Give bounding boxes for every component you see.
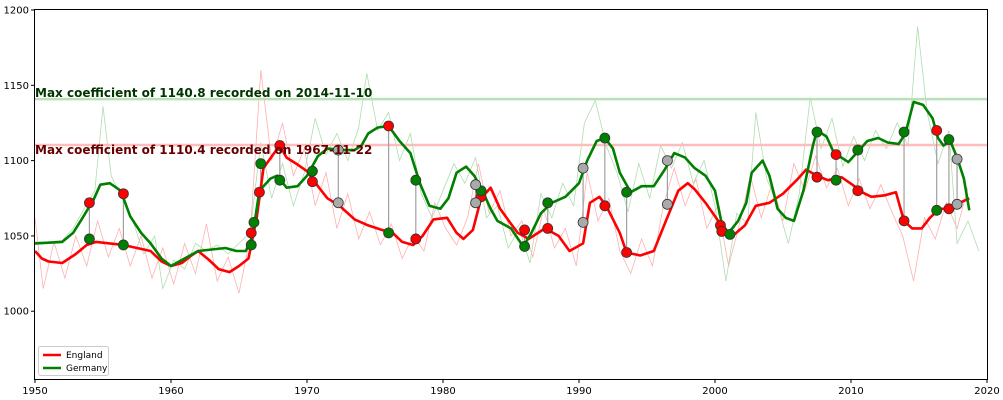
event-marker <box>383 227 395 239</box>
event-marker <box>84 197 95 209</box>
event-marker <box>519 224 530 236</box>
noisy-series-layer <box>34 26 980 294</box>
event-marker <box>577 162 589 174</box>
event-marker <box>852 144 864 156</box>
event-marker <box>255 158 267 170</box>
x-tick-label: 1970 <box>294 386 319 397</box>
event-marker <box>307 165 318 177</box>
x-tick-label: 2000 <box>702 386 727 397</box>
event-marker <box>245 239 257 251</box>
event-marker <box>599 132 611 144</box>
axes: 1950 1960 1970 1980 1990 2000 2010 2020 1000 1050… <box>4 6 1000 398</box>
legend: England Germany <box>38 346 109 376</box>
x-tick-label: 1950 <box>22 386 47 397</box>
raw-series-line-0 <box>34 70 969 294</box>
event-marker <box>332 144 344 156</box>
event-marker <box>542 197 554 209</box>
event-marker <box>245 227 257 239</box>
event-marker <box>542 222 554 234</box>
event-marker <box>519 241 530 252</box>
event-marker <box>662 155 673 167</box>
event-marker <box>951 198 963 210</box>
y-tick-label: 1150 <box>4 81 29 92</box>
event-marker <box>470 197 482 209</box>
event-marker <box>599 200 611 212</box>
x-tick-label: 1960 <box>158 386 183 397</box>
event-marker <box>898 215 910 227</box>
event-marker <box>332 197 344 209</box>
y-tick-label: 1000 <box>4 307 29 318</box>
event-marker <box>898 126 910 138</box>
event-marker <box>943 134 955 145</box>
legend-label-germany: Germany <box>66 364 108 374</box>
event-marker <box>274 140 286 151</box>
annotation-england-max: Max coefficient of 1110.4 recorded on 19… <box>35 143 372 157</box>
event-marker <box>830 149 842 160</box>
event-marker <box>811 171 823 183</box>
event-marker <box>830 174 842 186</box>
x-tick-label: 1980 <box>430 386 455 397</box>
plot-frame <box>34 9 988 380</box>
event-marker <box>931 125 943 136</box>
event-marker <box>248 216 260 228</box>
event-markers <box>84 120 963 258</box>
max-reference-lines <box>35 97 987 147</box>
event-marker <box>811 126 823 138</box>
y-tick-label: 1200 <box>4 6 29 17</box>
x-tick-label: 2020 <box>974 386 999 397</box>
annotation-germany-max: Max coefficient of 1140.8 recorded on 20… <box>35 86 372 100</box>
event-marker <box>253 186 265 198</box>
event-marker <box>931 204 943 216</box>
event-marker <box>410 233 422 245</box>
x-tick-label: 1990 <box>566 386 591 397</box>
event-marker <box>383 120 395 132</box>
event-marker <box>410 174 422 186</box>
max-annotations: Max coefficient of 1140.8 recorded on 20… <box>35 86 372 157</box>
raw-series-line-1 <box>35 26 980 291</box>
event-marker <box>724 229 736 240</box>
event-marker <box>577 216 589 228</box>
x-tick-label: 2010 <box>838 386 863 397</box>
event-marker <box>274 174 286 186</box>
event-marker <box>951 153 963 165</box>
event-marker <box>621 186 632 198</box>
event-marker <box>662 198 673 210</box>
event-marker <box>118 239 129 251</box>
event-marker <box>470 179 482 191</box>
y-tick-label: 1100 <box>4 156 29 167</box>
event-marker <box>84 233 95 245</box>
event-marker <box>621 247 632 258</box>
event-marker <box>118 188 129 200</box>
event-marker <box>307 176 318 188</box>
series-line-england <box>34 144 970 274</box>
legend-label-england: England <box>66 351 103 361</box>
y-tick-label: 1050 <box>4 231 29 242</box>
event-marker <box>852 185 864 197</box>
event-marker <box>943 203 955 215</box>
